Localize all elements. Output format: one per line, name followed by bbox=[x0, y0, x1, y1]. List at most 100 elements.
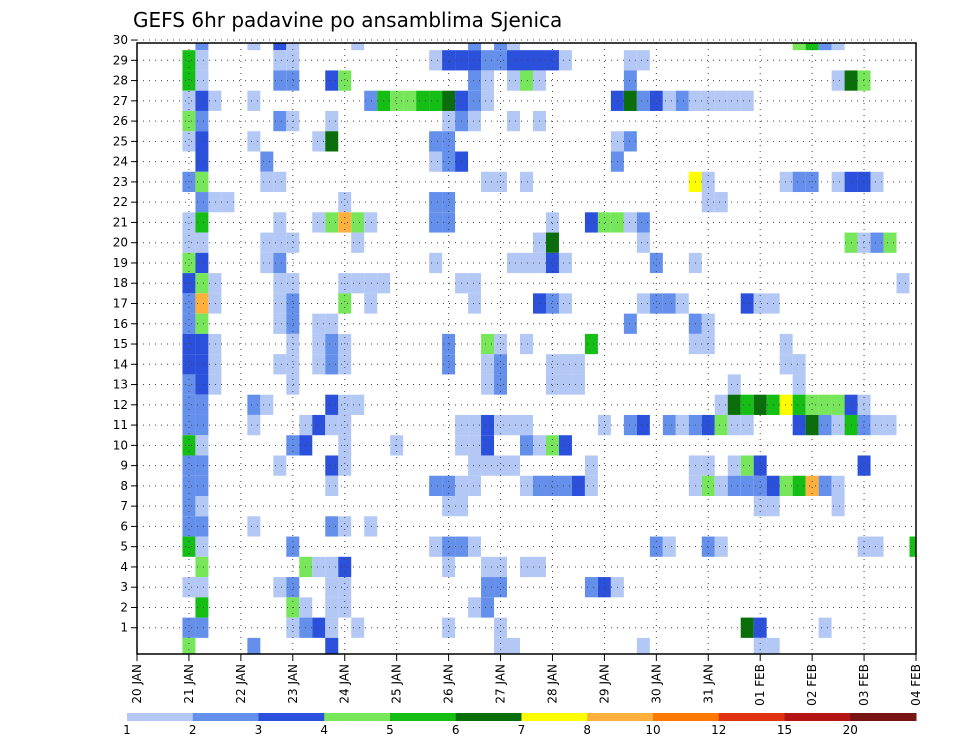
legend-label: 10 bbox=[645, 723, 660, 737]
y-tick-label: 7 bbox=[120, 499, 128, 513]
heatmap-cell bbox=[182, 131, 196, 152]
heatmap-cell bbox=[325, 212, 339, 233]
heatmap-cell bbox=[857, 455, 871, 476]
heatmap-cell bbox=[286, 374, 300, 395]
heatmap-cell bbox=[805, 394, 819, 415]
heatmap-cell bbox=[182, 394, 196, 415]
heatmap-cell bbox=[195, 313, 209, 334]
heatmap-cell bbox=[740, 90, 754, 111]
heatmap-cell bbox=[195, 293, 209, 314]
plot-frame bbox=[136, 42, 917, 655]
heatmap-cell bbox=[701, 313, 715, 334]
heatmap-cell bbox=[481, 435, 495, 456]
heatmap-cell bbox=[662, 293, 676, 314]
heatmap-cell bbox=[468, 70, 482, 91]
heatmap-cell bbox=[468, 414, 482, 436]
heatmap-cell bbox=[260, 252, 274, 274]
y-tick-label: 15 bbox=[113, 337, 128, 351]
heatmap-cell bbox=[312, 556, 326, 578]
heatmap-cell bbox=[208, 273, 222, 294]
heatmap-cell bbox=[636, 293, 650, 314]
heatmap-cell bbox=[675, 90, 689, 111]
heatmap-cell bbox=[325, 617, 339, 638]
heatmap-cell bbox=[429, 252, 443, 274]
heatmap-cell bbox=[208, 192, 222, 213]
heatmap-cell bbox=[195, 496, 209, 517]
heatmap-cell bbox=[442, 556, 456, 578]
heatmap-cell bbox=[857, 70, 871, 91]
heatmap-cell bbox=[247, 394, 261, 415]
heatmap-cell bbox=[481, 90, 495, 111]
heatmap-cell bbox=[714, 414, 728, 436]
heatmap-cell bbox=[831, 171, 845, 193]
heatmap-cell bbox=[520, 435, 533, 456]
heatmap-cell bbox=[623, 212, 637, 233]
heatmap-cell bbox=[182, 496, 196, 517]
heatmap-cell bbox=[494, 354, 508, 375]
heatmap-cell bbox=[649, 252, 663, 274]
heatmap-cell bbox=[208, 333, 222, 355]
heatmap-cell bbox=[701, 536, 715, 557]
heatmap-cell bbox=[468, 273, 482, 294]
heatmap-cell bbox=[545, 252, 559, 274]
heatmap-cell bbox=[273, 232, 287, 253]
heatmap-cell bbox=[442, 354, 456, 375]
heatmap-cell bbox=[857, 536, 871, 557]
heatmap-cell bbox=[325, 354, 339, 375]
legend-label: 8 bbox=[583, 723, 591, 737]
heatmap-cell bbox=[507, 414, 521, 436]
heatmap-cell bbox=[351, 212, 365, 233]
legend-label: 2 bbox=[189, 723, 197, 737]
heatmap-cell bbox=[481, 597, 495, 618]
x-tick-label: 28 JAN bbox=[545, 664, 559, 704]
heatmap-cell bbox=[364, 212, 378, 233]
heatmap-cell bbox=[507, 110, 521, 132]
heatmap-cell bbox=[364, 273, 378, 294]
heatmap-cell bbox=[273, 110, 287, 132]
heatmap-cell bbox=[429, 90, 443, 111]
heatmap-cell bbox=[195, 90, 209, 111]
y-tick-label: 1 bbox=[120, 621, 128, 635]
heatmap-cell bbox=[468, 110, 482, 132]
heatmap-cell bbox=[481, 556, 495, 578]
heatmap-cell bbox=[312, 212, 326, 233]
heatmap-cell bbox=[727, 414, 741, 436]
y-tick-label: 2 bbox=[120, 600, 128, 614]
heatmap-cell bbox=[182, 374, 196, 395]
heatmap-cell bbox=[805, 475, 819, 497]
heatmap-cell bbox=[286, 70, 300, 91]
heatmap-cell bbox=[182, 313, 196, 334]
heatmap-cell bbox=[273, 455, 287, 476]
heatmap-cell bbox=[325, 394, 339, 415]
heatmap-cell bbox=[195, 414, 209, 436]
heatmap-cell bbox=[182, 252, 196, 274]
heatmap-cell bbox=[753, 293, 767, 314]
heatmap-cell bbox=[247, 516, 261, 537]
heatmap-cell bbox=[520, 50, 533, 71]
heatmap-cell bbox=[507, 455, 521, 476]
heatmap-cell bbox=[740, 394, 754, 415]
heatmap-cell bbox=[468, 536, 482, 557]
heatmap-cell bbox=[831, 414, 845, 436]
heatmap-cell bbox=[325, 577, 339, 598]
heatmap-cell bbox=[325, 597, 339, 618]
heatmap-cell bbox=[325, 516, 339, 537]
heatmap-cell bbox=[195, 212, 209, 233]
heatmap-cell bbox=[623, 50, 637, 71]
heatmap-cell bbox=[195, 354, 209, 375]
heatmap-cell bbox=[494, 50, 508, 71]
heatmap-cell bbox=[727, 455, 741, 476]
heatmap-cell bbox=[442, 212, 456, 233]
legend-swatch bbox=[587, 713, 654, 721]
heatmap-cell bbox=[701, 90, 715, 111]
legend-label: 7 bbox=[518, 723, 526, 737]
heatmap-cell bbox=[507, 70, 521, 91]
x-tick-label: 21 JAN bbox=[182, 664, 196, 704]
y-tick-label: 5 bbox=[120, 540, 128, 554]
heatmap-cell bbox=[753, 455, 767, 476]
heatmap-cell bbox=[831, 70, 845, 91]
y-tick-label: 18 bbox=[113, 276, 128, 290]
y-tick-label: 21 bbox=[113, 215, 128, 229]
legend-swatch bbox=[455, 713, 522, 721]
heatmap-cell bbox=[442, 90, 456, 111]
